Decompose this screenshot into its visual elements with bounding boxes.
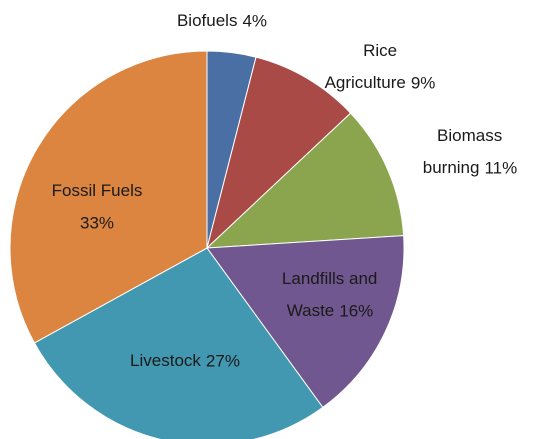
label-line: Biomass [437, 126, 507, 145]
slice-label: Fossil Fuels [52, 181, 143, 200]
label-line: Landfills and [282, 269, 382, 288]
pie-slice [9, 50, 208, 344]
pie-slice [206, 56, 352, 250]
slice-label: Biomass burning [423, 126, 507, 177]
slice-value-label: 33% [80, 213, 114, 232]
label-line: Rice [363, 41, 402, 60]
label-line: Waste [287, 301, 335, 320]
label-line: Livestock [130, 351, 201, 370]
pie-slice [205, 112, 405, 249]
slice-label: Biofuels [177, 11, 237, 30]
label-line: burning [423, 158, 480, 177]
slice-label: Landfills and Waste [282, 269, 382, 320]
slice-value-label: 11% [484, 158, 517, 177]
slice-label: Livestock [130, 351, 201, 370]
slice-label: Rice Agriculture [325, 41, 406, 92]
slice-value-label: 27% [206, 351, 240, 370]
slice-value-label: 16% [339, 301, 373, 320]
label-line: Fossil Fuels [52, 181, 143, 200]
slice-value-label: 4% [242, 11, 267, 30]
label-line: Agriculture [325, 73, 406, 92]
slice-value-label: 9% [411, 73, 436, 92]
pie-slice [33, 247, 324, 439]
pie-slice [206, 235, 405, 409]
label-line: Biofuels [177, 11, 237, 30]
